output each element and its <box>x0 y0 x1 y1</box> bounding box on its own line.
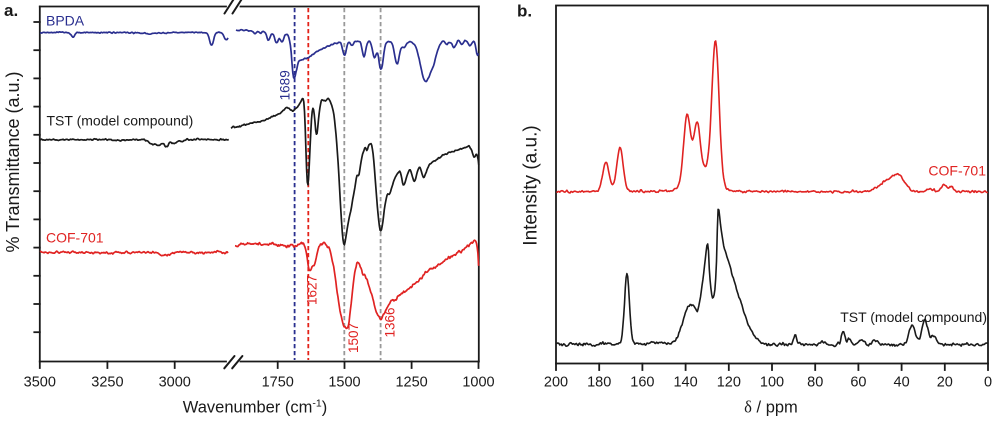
svg-text:1689: 1689 <box>277 70 292 100</box>
svg-text:20: 20 <box>937 375 953 391</box>
svg-text:Wavenumber (cm-1): Wavenumber (cm-1) <box>183 398 327 417</box>
svg-text:a.: a. <box>4 1 18 20</box>
svg-text:1507: 1507 <box>346 323 361 353</box>
svg-text:3500: 3500 <box>24 375 56 391</box>
svg-text:1750: 1750 <box>262 375 294 391</box>
svg-text:Intensity (a.u.): Intensity (a.u.) <box>521 125 542 245</box>
svg-text:TST (model compound): TST (model compound) <box>47 113 194 129</box>
svg-text:160: 160 <box>630 375 654 391</box>
svg-text:0: 0 <box>984 375 992 391</box>
svg-text:80: 80 <box>807 375 823 391</box>
svg-text:BPDA: BPDA <box>46 12 85 28</box>
svg-text:3000: 3000 <box>159 375 191 391</box>
svg-text:180: 180 <box>587 375 611 391</box>
svg-text:1366: 1366 <box>382 307 397 337</box>
svg-text:b.: b. <box>517 2 532 21</box>
svg-text:δ / ppm: δ / ppm <box>744 398 798 417</box>
svg-text:40: 40 <box>894 375 910 391</box>
svg-text:200: 200 <box>544 375 568 391</box>
svg-text:% Transmittance (a.u.): % Transmittance (a.u.) <box>3 71 23 252</box>
svg-text:1500: 1500 <box>328 375 360 391</box>
svg-text:1000: 1000 <box>462 375 494 391</box>
svg-text:3250: 3250 <box>91 375 123 391</box>
svg-text:100: 100 <box>760 375 784 391</box>
svg-text:120: 120 <box>717 375 741 391</box>
svg-text:COF-701: COF-701 <box>928 163 986 179</box>
svg-text:COF-701: COF-701 <box>46 229 104 245</box>
svg-text:TST (model compound): TST (model compound) <box>840 309 987 325</box>
svg-text:140: 140 <box>673 375 697 391</box>
svg-text:1627: 1627 <box>305 275 320 305</box>
svg-text:1250: 1250 <box>395 375 427 391</box>
svg-text:60: 60 <box>850 375 866 391</box>
